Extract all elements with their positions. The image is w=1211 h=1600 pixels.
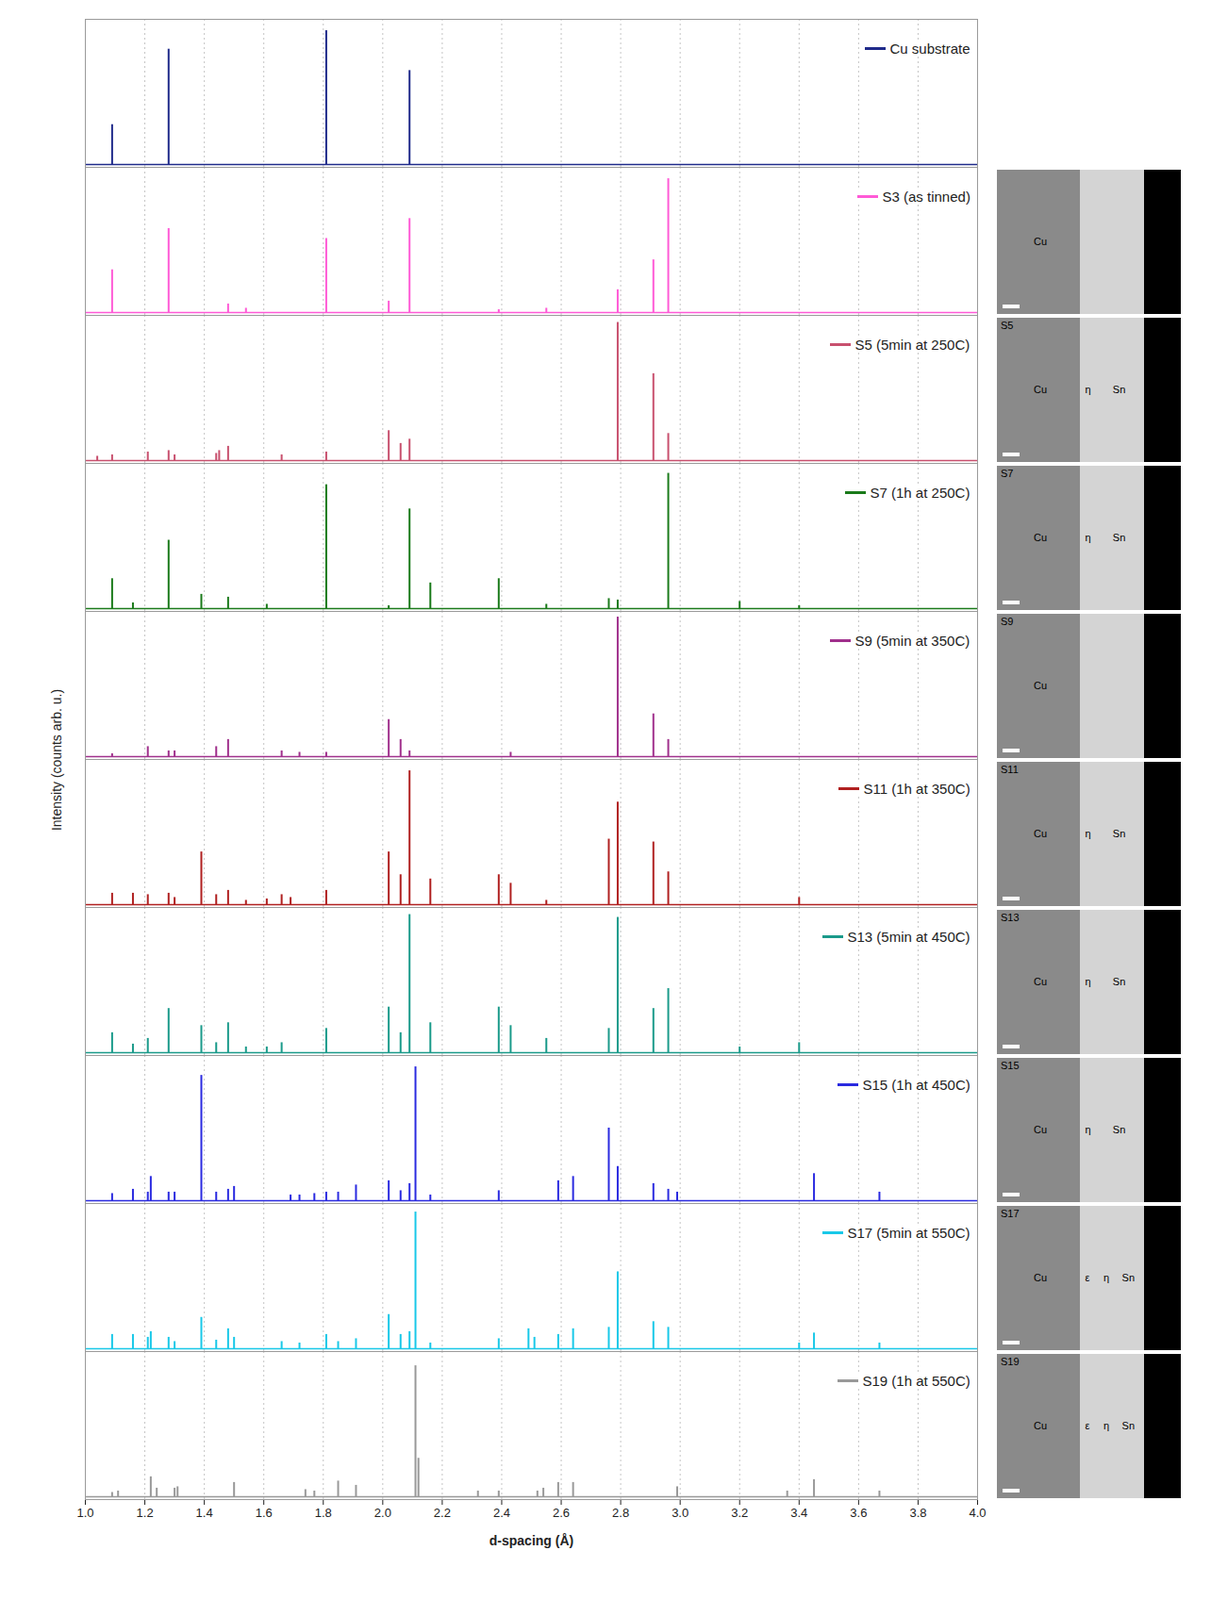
html-text:η: η [1103,1420,1110,1432]
html-text:η: η [1085,976,1091,988]
html-text:S11 (1h at 350C): S11 (1h at 350C) [863,780,971,797]
html-text:Sn: Sn [1121,1420,1135,1432]
html-text:η: η [1085,531,1091,544]
svg-text:2.2: 2.2 [433,1506,451,1521]
svg-text:2.6: 2.6 [552,1506,570,1521]
html-text:S15 (1h at 450C): S15 (1h at 450C) [862,1076,971,1093]
html-text:ε: ε [1085,1272,1090,1284]
html-text:S17 (5min at 550C): S17 (5min at 550C) [847,1224,971,1241]
html-text:Sn: Sn [1112,976,1126,988]
svg-text:1.8: 1.8 [315,1506,332,1521]
html-text:S9 (5min at 350C): S9 (5min at 350C) [854,632,970,649]
html-text:S13: S13 [1000,911,1020,923]
html-text:Cu: Cu [1033,679,1047,692]
svg-text:1.2: 1.2 [136,1506,154,1521]
svg-text:1.0: 1.0 [76,1506,94,1521]
html-text:Cu: Cu [1033,1420,1047,1432]
html-text:S19 (1h at 550C): S19 (1h at 550C) [862,1372,971,1389]
html-text:S15: S15 [1000,1059,1020,1071]
html-text:S5: S5 [1000,319,1014,331]
html-text:Cu: Cu [1033,976,1047,988]
html-text:S11: S11 [1000,763,1019,775]
html-text:S13 (5min at 450C): S13 (5min at 450C) [847,928,971,945]
html-text:Cu: Cu [1033,235,1047,248]
html-text:Intensity (counts arb. u.): Intensity (counts arb. u.) [49,688,65,831]
svg-text:1.4: 1.4 [196,1506,214,1521]
html-text:Sn: Sn [1112,531,1126,544]
svg-text:3.8: 3.8 [909,1506,927,1521]
html-text:Sn: Sn [1112,827,1126,840]
html-text:η: η [1085,383,1091,396]
html-text:Cu substrate: Cu substrate [889,40,971,57]
html-text:S7: S7 [1000,467,1014,479]
svg-text:4.0: 4.0 [968,1506,986,1521]
svg-text:1.6: 1.6 [255,1506,273,1521]
html-text:S3 (as tinned): S3 (as tinned) [882,188,971,205]
html-text:S7 (1h at 250C): S7 (1h at 250C) [870,484,970,501]
html-text:S19: S19 [1000,1355,1020,1368]
html-text:Cu: Cu [1033,383,1047,396]
html-text:Sn: Sn [1121,1272,1135,1284]
html-text:S5 (5min at 250C): S5 (5min at 250C) [854,336,970,353]
html-text:Sn: Sn [1112,383,1126,396]
html-text:Sn: Sn [1112,1124,1126,1136]
svg-text:2.0: 2.0 [374,1506,392,1521]
svg-text:3.4: 3.4 [790,1506,808,1521]
html-text:Cu: Cu [1033,827,1047,840]
svg-text:d-spacing (Å): d-spacing (Å) [489,1533,574,1549]
svg-text:2.8: 2.8 [612,1506,630,1521]
html-text:S9: S9 [1000,615,1014,627]
svg-text:2.4: 2.4 [493,1506,511,1521]
svg-text:3.6: 3.6 [849,1506,867,1521]
html-text:Cu: Cu [1033,1124,1047,1136]
html-text:η: η [1085,1124,1091,1136]
html-text:ε: ε [1085,1420,1090,1432]
html-text:η: η [1103,1272,1110,1284]
html-text:Cu: Cu [1033,531,1047,544]
svg-text:3.2: 3.2 [730,1506,748,1521]
svg-text:3.0: 3.0 [671,1506,689,1521]
html-text:η: η [1085,827,1091,840]
html-text:S17: S17 [1000,1207,1020,1220]
html-text:Cu: Cu [1033,1272,1047,1284]
